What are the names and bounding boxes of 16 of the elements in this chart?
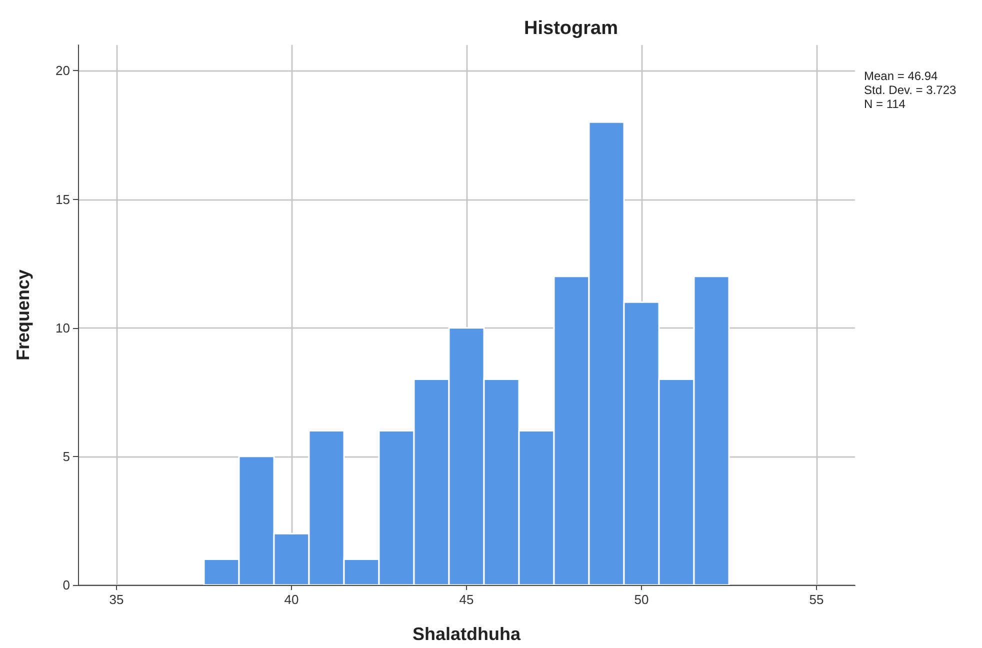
y-tick-label: 10 [56, 320, 70, 336]
x-tick-label: 50 [634, 592, 649, 607]
y-axis-title: Frequency [13, 269, 33, 361]
x-tick-label: 45 [459, 592, 474, 607]
y-tick-label: 20 [56, 63, 70, 78]
y-tick-label: 0 [62, 578, 70, 592]
chart-title: Histogram [524, 18, 618, 39]
x-tick-label: 35 [109, 592, 124, 607]
x-axis-title: Shalatdhuha [412, 624, 522, 644]
y-tick-label: 15 [56, 192, 70, 207]
x-tick-label: 40 [284, 592, 299, 607]
y-tick-label: 5 [62, 448, 70, 464]
x-tick-label: 55 [809, 592, 824, 607]
text: Std. Dev. = 3.723 [864, 83, 956, 97]
text: Mean = 46.94 [864, 69, 938, 83]
text: N = 114 [864, 97, 906, 111]
